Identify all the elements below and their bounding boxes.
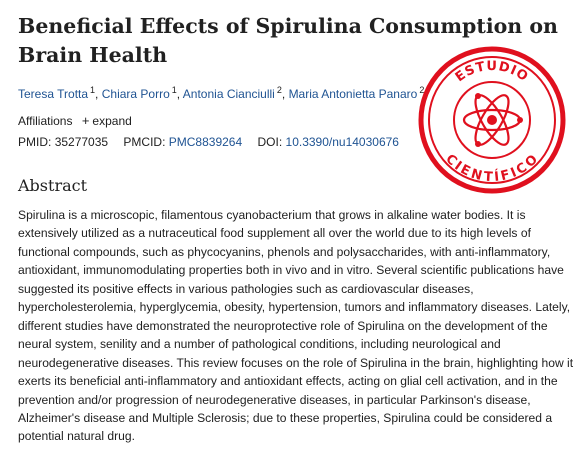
affiliations-row: Affiliations + expand: [18, 113, 132, 129]
author-separator: ,: [281, 87, 286, 101]
author-link[interactable]: Chiara Porro 1: [101, 85, 177, 102]
estudio-cientifico-stamp: ESTUDIO CIENTÍFICO: [418, 46, 566, 194]
pmid-value: 35277035: [54, 135, 109, 149]
author-name: Antonia Cianciulli: [182, 87, 275, 101]
affiliations-label: Affiliations: [18, 114, 73, 128]
author-link[interactable]: Antonia Cianciulli 2: [182, 85, 282, 102]
affiliation-number: 1: [90, 85, 96, 95]
author-separator: ,: [95, 87, 99, 101]
doi-label: DOI:: [257, 135, 283, 149]
abstract-text: Spirulina is a microscopic, filamentous …: [18, 208, 574, 444]
author-name: Chiara Porro: [101, 87, 170, 101]
pmcid-link[interactable]: PMC8839264: [168, 135, 243, 149]
author-link[interactable]: Teresa Trotta 1: [18, 85, 96, 102]
identifiers-row: PMID: 35277035 PMCID: PMC8839264 DOI: 10…: [18, 134, 399, 150]
expand-label: expand: [92, 114, 132, 128]
expand-affiliations-button[interactable]: + expand: [81, 113, 132, 128]
pmid-label: PMID:: [18, 135, 52, 149]
author-name: Teresa Trotta: [18, 87, 89, 101]
affiliation-number: 1: [171, 85, 177, 95]
author-separator: ,: [176, 87, 181, 101]
doi-link[interactable]: 10.3390/nu14030676: [285, 135, 399, 149]
author-link[interactable]: Maria Antonietta Panaro 2: [288, 85, 425, 102]
author-name: Maria Antonietta Panaro: [288, 87, 418, 101]
affiliation-number: 2: [419, 85, 425, 95]
atom-icon: [462, 93, 523, 147]
author-list: Teresa Trotta 1, Chiara Porro 1, Antonia C…: [18, 86, 424, 102]
article-title: Beneficial Effects of Spirulina Consumpt…: [18, 14, 558, 67]
pmcid-label: PMCID:: [123, 135, 166, 149]
abstract-heading: Abstract: [18, 176, 88, 195]
affiliation-number: 2: [276, 85, 282, 95]
plus-icon: +: [81, 113, 90, 128]
